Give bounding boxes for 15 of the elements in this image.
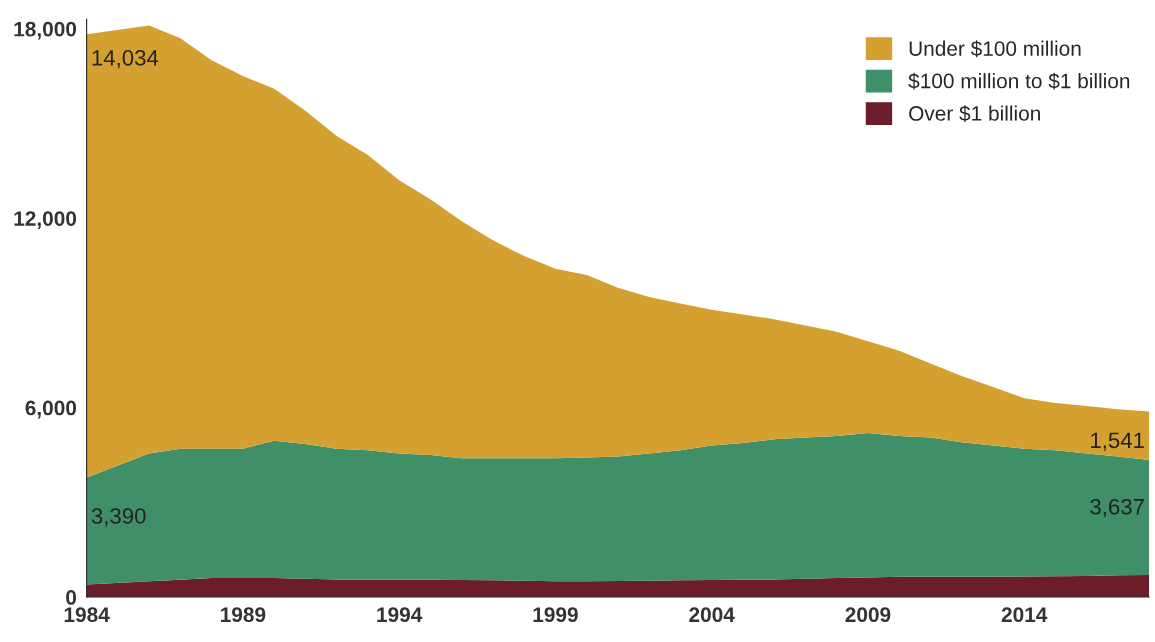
y-tick-label: 12,000 xyxy=(14,211,77,229)
y-tick-label: 6,000 xyxy=(25,400,77,419)
legend-label: $100 million to $1 billion xyxy=(908,72,1130,90)
legend-label: Over $1 billion xyxy=(909,105,1040,123)
y-tick-label: 0 xyxy=(66,590,77,605)
y-tick-label: 18,000 xyxy=(14,21,77,40)
x-tick-label: 1999 xyxy=(533,607,578,623)
x-tick-label: 2014 xyxy=(1001,607,1048,623)
x-tick-label: 2009 xyxy=(845,607,891,623)
legend-label: Under $100 million xyxy=(909,40,1081,58)
x-tick-label: 1994 xyxy=(377,607,423,623)
x-tick-label: 1989 xyxy=(221,607,266,623)
x-tick-label: 2004 xyxy=(689,607,735,623)
annotation: 14,034 xyxy=(92,49,159,69)
x-tick-label: 1984 xyxy=(64,607,110,623)
